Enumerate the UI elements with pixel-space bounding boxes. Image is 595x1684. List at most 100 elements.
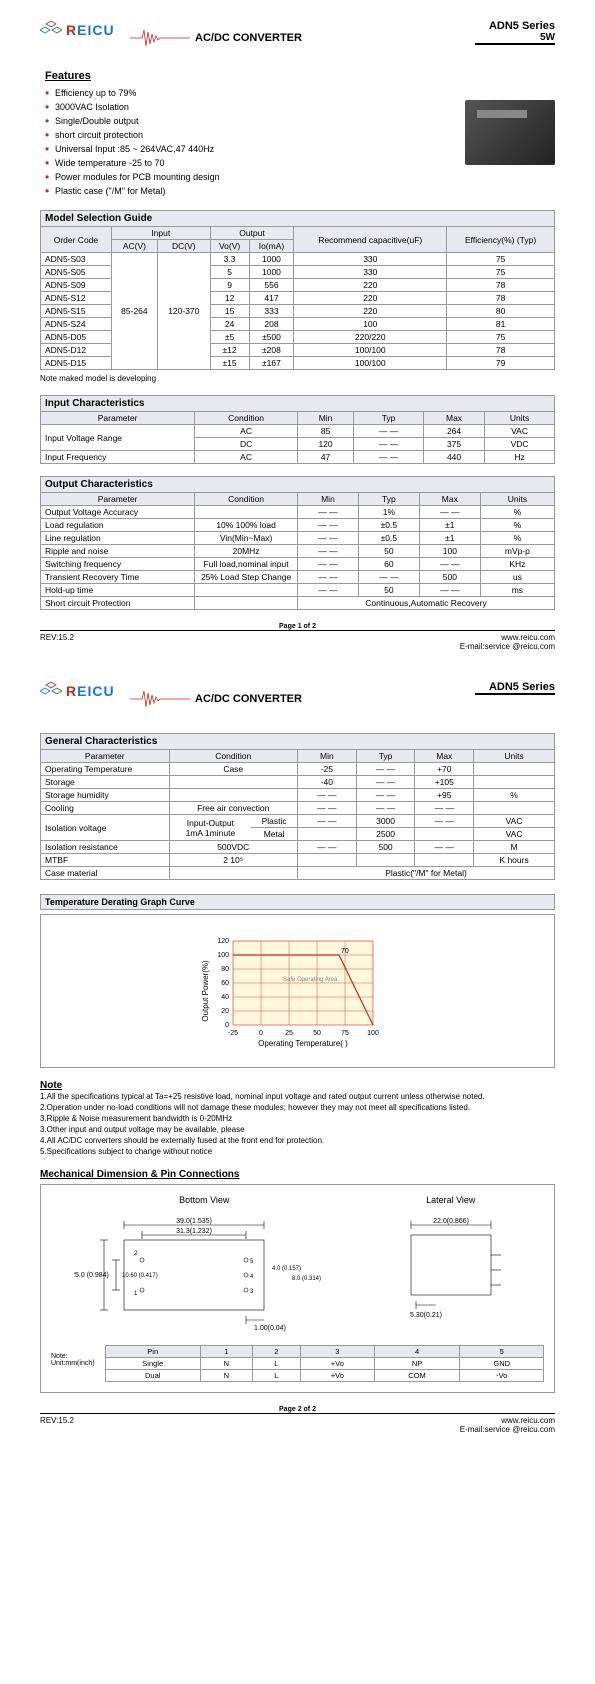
svg-text:39.0(1.535): 39.0(1.535) — [176, 1218, 212, 1225]
note-item: 4.All AC/DC converters should be externa… — [40, 1135, 555, 1146]
pin-note: Note: Unit:mm(inch) — [51, 1353, 95, 1367]
note-item: 1.All the specifications typical at Ta=+… — [40, 1091, 555, 1102]
logo-text: REICU — [66, 22, 115, 38]
email: E-mail:service @reicu.com — [460, 1425, 555, 1434]
feature-item: Power modules for PCB mounting design — [45, 170, 555, 184]
logo: REICU — [40, 20, 115, 40]
svg-text:75: 75 — [341, 1030, 349, 1037]
svg-text:1: 1 — [134, 1291, 138, 1297]
gen-char-title: General Characteristics — [40, 733, 555, 749]
svg-text:0: 0 — [225, 1022, 229, 1029]
header: REICU AC/DC CONVERTER ADN5 Series 5W — [40, 20, 555, 60]
footer-1: Page 1 of 2 REV:15.2 www.reicu.com E-mai… — [40, 630, 555, 651]
svg-text:8.0 (0.314): 8.0 (0.314) — [292, 1276, 321, 1282]
bottom-view-svg: 21 543 39.0(1.535) 31.3(1.232) 25.0 (0.9… — [74, 1205, 334, 1335]
svg-text:60: 60 — [221, 980, 229, 987]
svg-text:120: 120 — [217, 938, 229, 945]
notes-section: Note 1.All the specifications typical at… — [40, 1080, 555, 1157]
svg-text:5.30(0.21): 5.30(0.21) — [410, 1312, 442, 1319]
gen-char-table: ParameterConditionMinTypMaxUnits Operati… — [40, 749, 555, 880]
page-number: Page 2 of 2 — [275, 1406, 320, 1413]
footer-2: Page 2 of 2 REV:15.2 www.reicu.com E-mai… — [40, 1413, 555, 1434]
svg-text:50: 50 — [313, 1030, 321, 1037]
header-2: REICU AC/DC CONVERTER ADN5 Series — [40, 681, 555, 721]
input-char-table: ParameterConditionMinTypMaxUnits Input V… — [40, 411, 555, 464]
page-title: AC/DC CONVERTER — [195, 32, 302, 44]
note-item: 5.Specifications subject to change witho… — [40, 1146, 555, 1157]
wattage: 5W — [475, 32, 555, 43]
features-heading: Features — [45, 70, 555, 82]
svg-text:70: 70 — [341, 948, 349, 955]
derating-chart: Output Power(%) 70 Safe Operating Area 1… — [40, 914, 555, 1068]
logo-icon — [40, 20, 62, 40]
svg-text:100: 100 — [367, 1030, 379, 1037]
output-char-table: ParameterConditionMinTypMaxUnits Output … — [40, 492, 555, 610]
svg-text:25.0 (0.984): 25.0 (0.984) — [74, 1272, 109, 1279]
svg-text:-25: -25 — [227, 1030, 237, 1037]
derating-title: Temperature Derating Graph Curve — [40, 894, 555, 910]
series-box: ADN5 Series 5W — [475, 20, 555, 45]
svg-text:4.0 (0.157): 4.0 (0.157) — [272, 1266, 301, 1272]
series-name: ADN5 Series — [475, 20, 555, 32]
revision: REV:15.2 — [40, 633, 74, 642]
output-char-section: Output Characteristics ParameterConditio… — [40, 476, 555, 610]
page-2: REICU AC/DC CONVERTER ADN5 Series Genera… — [0, 661, 595, 1444]
svg-text:20: 20 — [221, 1008, 229, 1015]
svg-text:100: 100 — [217, 952, 229, 959]
feature-item: Efficiency up to 79% — [45, 86, 555, 100]
contact: www.reicu.com E-mail:service @reicu.com — [460, 633, 555, 651]
svg-text:80: 80 — [221, 966, 229, 973]
model-guide-title: Model Selection Guide — [40, 210, 555, 226]
derating-section: Temperature Derating Graph Curve Output … — [40, 894, 555, 1068]
bottom-view-label: Bottom View — [74, 1195, 334, 1205]
derating-svg: Output Power(%) 70 Safe Operating Area 1… — [198, 931, 398, 1051]
lateral-view-svg: 22.0(0.866) 5.30(0.21) — [381, 1205, 521, 1335]
svg-text:4: 4 — [250, 1274, 254, 1280]
lateral-view-label: Lateral View — [381, 1195, 521, 1205]
revision: REV:15.2 — [40, 1416, 74, 1425]
model-note: Note maked model is developing — [40, 374, 555, 383]
series-box: ADN5 Series — [475, 681, 555, 695]
page-number: Page 1 of 2 — [275, 623, 320, 630]
feature-item: Plastic case ("/M" for Metal) — [45, 184, 555, 198]
svg-text:22.0(0.866): 22.0(0.866) — [433, 1218, 469, 1225]
website: www.reicu.com — [460, 633, 555, 642]
email: E-mail:service @reicu.com — [460, 642, 555, 651]
product-image — [465, 100, 555, 165]
pin-table: Pin12345 SingleNL+VoNPGND DualNL+VoCOM-V… — [105, 1345, 544, 1382]
page-title: AC/DC CONVERTER — [195, 693, 302, 705]
output-char-title: Output Characteristics — [40, 476, 555, 492]
wave-icon — [130, 28, 190, 48]
bottom-view: Bottom View 21 543 39.0(1.535) — [74, 1195, 334, 1337]
mech-title: Mechanical Dimension & Pin Connections — [40, 1169, 555, 1180]
svg-text:25: 25 — [285, 1030, 293, 1037]
note-item: 3.Ripple & Noise measurement bandwidth i… — [40, 1113, 555, 1124]
svg-text:0: 0 — [259, 1030, 263, 1037]
notes-title: Note — [40, 1080, 555, 1091]
svg-text:5: 5 — [250, 1259, 254, 1265]
model-guide-table: Order Code Input Output Recommend capaci… — [40, 226, 555, 370]
wave-icon — [130, 689, 190, 709]
website: www.reicu.com — [460, 1416, 555, 1425]
mech-box: Bottom View 21 543 39.0(1.535) — [40, 1184, 555, 1393]
svg-text:Output Power(%): Output Power(%) — [201, 960, 210, 1022]
note-item: 2.Operation under no-load conditions wil… — [40, 1102, 555, 1113]
svg-text:31.3(1.232): 31.3(1.232) — [176, 1228, 212, 1235]
note-item: 3.Other input and output voltage may be … — [40, 1124, 555, 1135]
input-char-section: Input Characteristics ParameterCondition… — [40, 395, 555, 464]
contact: www.reicu.com E-mail:service @reicu.com — [460, 1416, 555, 1434]
logo: REICU — [40, 681, 115, 701]
model-guide-section: Model Selection Guide Order Code Input O… — [40, 210, 555, 383]
svg-text:40: 40 — [221, 994, 229, 1001]
svg-text:10.60 (0.417): 10.60 (0.417) — [122, 1273, 158, 1279]
svg-text:Safe Operating Area: Safe Operating Area — [283, 977, 338, 983]
svg-text:2: 2 — [134, 1251, 138, 1257]
gen-char-section: General Characteristics ParameterConditi… — [40, 733, 555, 880]
logo-icon — [40, 681, 62, 701]
page-1: REICU AC/DC CONVERTER ADN5 Series 5W Fea… — [0, 0, 595, 661]
svg-text:1.00(0.04): 1.00(0.04) — [254, 1325, 286, 1332]
input-char-title: Input Characteristics — [40, 395, 555, 411]
lateral-view: Lateral View 22.0(0.866) 5.30(0.21) — [381, 1195, 521, 1337]
series-name: ADN5 Series — [475, 681, 555, 693]
svg-text:Operating Temperature( ): Operating Temperature( ) — [258, 1039, 348, 1048]
